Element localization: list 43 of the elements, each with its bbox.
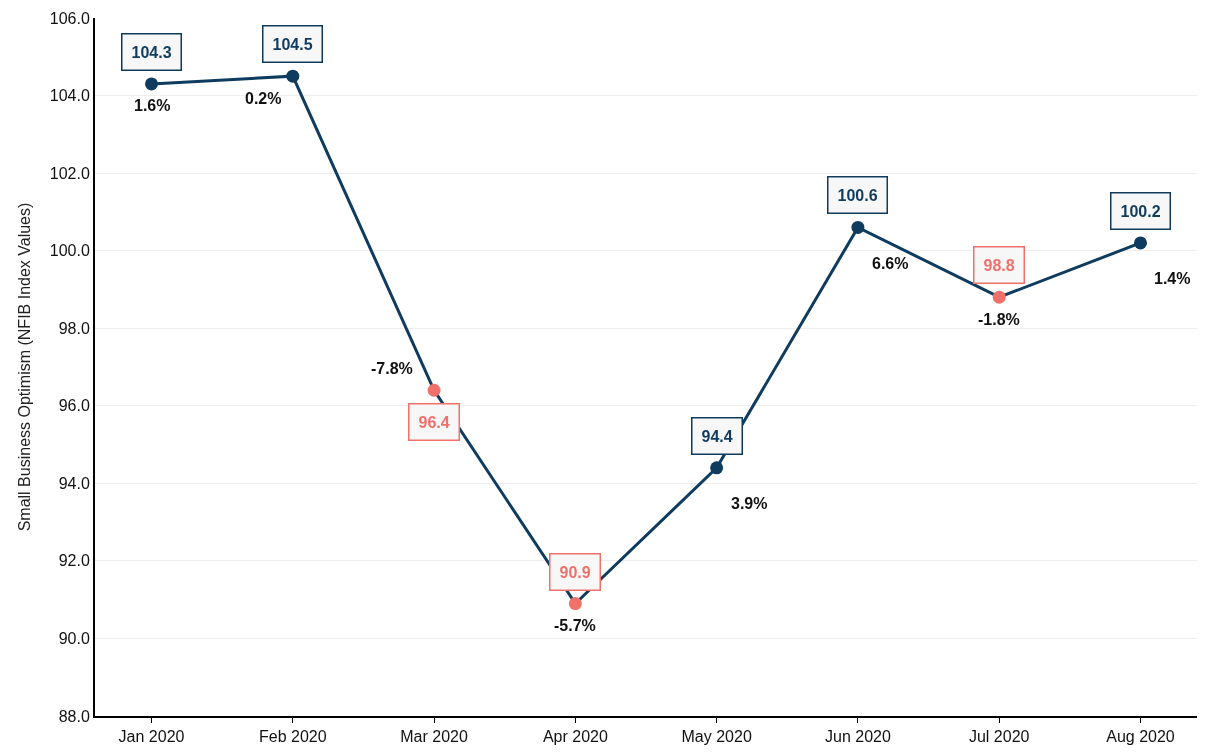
data-label: 90.9 [559,563,591,581]
x-tick-label: Feb 2020 [258,728,327,746]
x-tick-label: Jun 2020 [825,728,891,746]
annotation: 1.4% [1154,270,1191,287]
y-tick-label: 90.0 [58,630,90,648]
annotation: -1.8% [978,311,1020,328]
annotation: -7.8% [371,360,413,377]
data-label: 104.3 [131,43,172,61]
x-tick-label: May 2020 [681,728,752,746]
x-tick-label: Mar 2020 [400,728,468,746]
y-tick-label: 96.0 [58,397,90,415]
point [145,77,159,91]
annotation: 1.6% [134,97,171,114]
x-tick-label: Apr 2020 [542,728,608,746]
point [568,597,582,611]
data-label: 100.6 [837,186,878,204]
point [1134,236,1147,250]
y-tick-label: 94.0 [58,474,90,492]
y-tick-label: 102.0 [49,164,90,182]
data-label: 98.8 [983,256,1015,274]
y-tick-label: 104.0 [49,87,90,105]
annotation: 3.9% [731,495,768,512]
point [851,220,865,234]
y-tick-label: 106.0 [49,9,90,27]
y-tick-label: 92.0 [58,552,90,570]
point [286,69,300,83]
point [710,461,724,475]
point [427,383,441,397]
y-axis-title: Small Business Optimism (NFIB Index Values) [16,202,34,532]
y-tick-label: 100.0 [49,242,90,260]
annotation: -5.7% [554,617,596,634]
x-tick-label: Aug 2020 [1106,728,1175,746]
data-label: 96.4 [418,413,450,431]
data-label: 100.2 [1120,202,1161,220]
annotation: 0.2% [245,90,282,107]
data-label: 94.4 [701,427,733,445]
data-label: 104.5 [272,35,313,53]
x-tick-label: Jul 2020 [968,728,1030,746]
x-tick-label: Jan 2020 [118,728,185,746]
annotation: 6.6% [872,255,909,272]
y-tick-label: 88.0 [58,707,90,725]
y-tick-label: 98.0 [58,319,90,337]
point [992,290,1006,304]
